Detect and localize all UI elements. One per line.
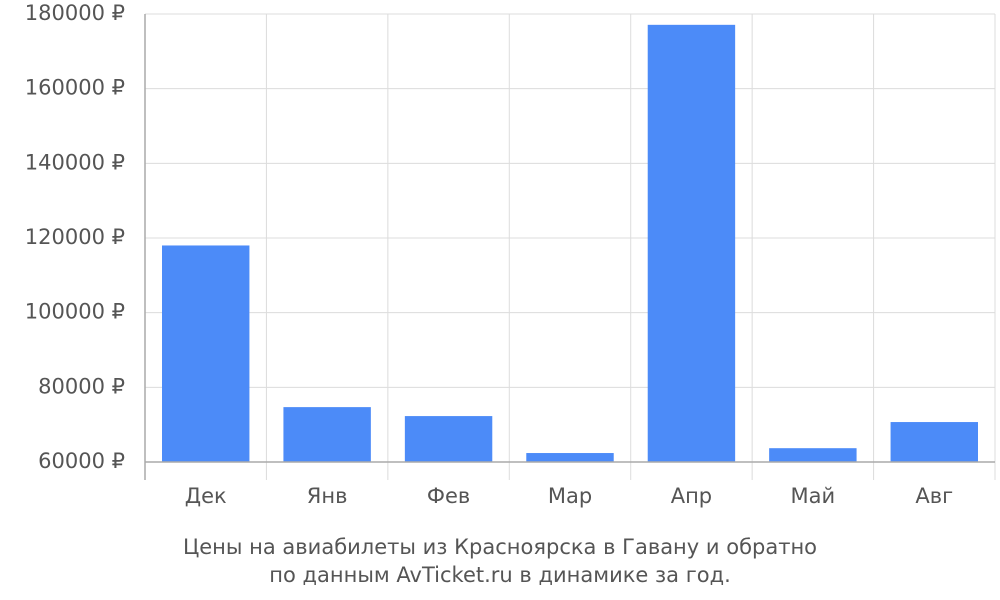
y-tick-label: 140000 ₽	[25, 150, 125, 174]
y-tick-label: 100000 ₽	[25, 300, 125, 324]
x-tick-label: Мар	[548, 484, 592, 508]
bar	[890, 422, 978, 462]
x-tick-label: Авг	[915, 484, 953, 508]
chart-title: Цены на авиабилеты из Красноярска в Гава…	[183, 535, 817, 559]
bar	[526, 453, 614, 462]
y-tick-label: 60000 ₽	[38, 449, 125, 473]
x-tick-label: Янв	[307, 484, 348, 508]
x-tick-label: Апр	[671, 484, 712, 508]
chart-title: по данным AvTicket.ru в динамике за год.	[269, 563, 731, 587]
x-tick-label: Фев	[427, 484, 470, 508]
y-tick-label: 180000 ₽	[25, 1, 125, 25]
bar	[769, 448, 857, 462]
x-tick-label: Май	[791, 484, 836, 508]
y-tick-label: 120000 ₽	[25, 225, 125, 249]
bar	[647, 24, 736, 463]
bar	[283, 407, 371, 462]
x-tick-label: Дек	[185, 484, 227, 508]
y-tick-label: 80000 ₽	[38, 374, 125, 398]
y-tick-label: 160000 ₽	[25, 76, 125, 100]
bar	[162, 245, 250, 462]
bar	[404, 416, 493, 462]
